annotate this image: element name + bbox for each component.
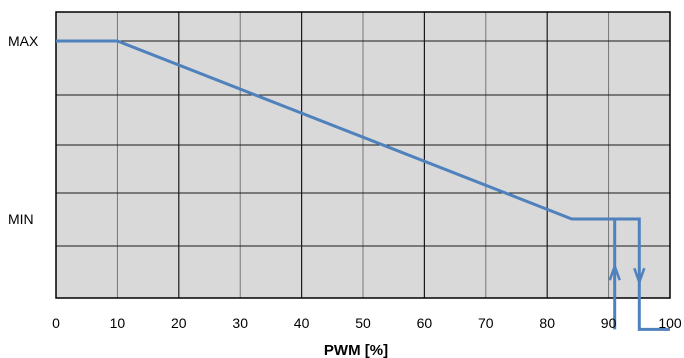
arrow-up-icon [608, 262, 621, 303]
x-tick-labels: 0 10 20 30 40 50 60 70 80 90 100 [52, 315, 682, 331]
x-tick-label-50: 50 [355, 315, 371, 331]
grid-lines [56, 12, 670, 298]
plot-frame [55, 11, 671, 299]
y-level-max-label: MAX [8, 33, 39, 49]
x-tick-label-20: 20 [171, 315, 187, 331]
arrow-down-icon [633, 267, 646, 286]
x-axis-title: PWM [%] [324, 342, 388, 358]
x-tick-label-70: 70 [478, 315, 494, 331]
x-tick-label-0: 0 [52, 315, 60, 331]
x-tick-label-30: 30 [232, 315, 248, 331]
x-tick-label-10: 10 [110, 315, 126, 331]
x-tick-label-80: 80 [539, 315, 555, 331]
x-tick-label-90: 90 [601, 315, 617, 331]
series-line [56, 39, 670, 331]
x-tick-label-100: 100 [658, 315, 682, 331]
x-tick-label-60: 60 [417, 315, 433, 331]
x-tick-label-40: 40 [294, 315, 310, 331]
y-level-min-label: MIN [8, 211, 34, 227]
